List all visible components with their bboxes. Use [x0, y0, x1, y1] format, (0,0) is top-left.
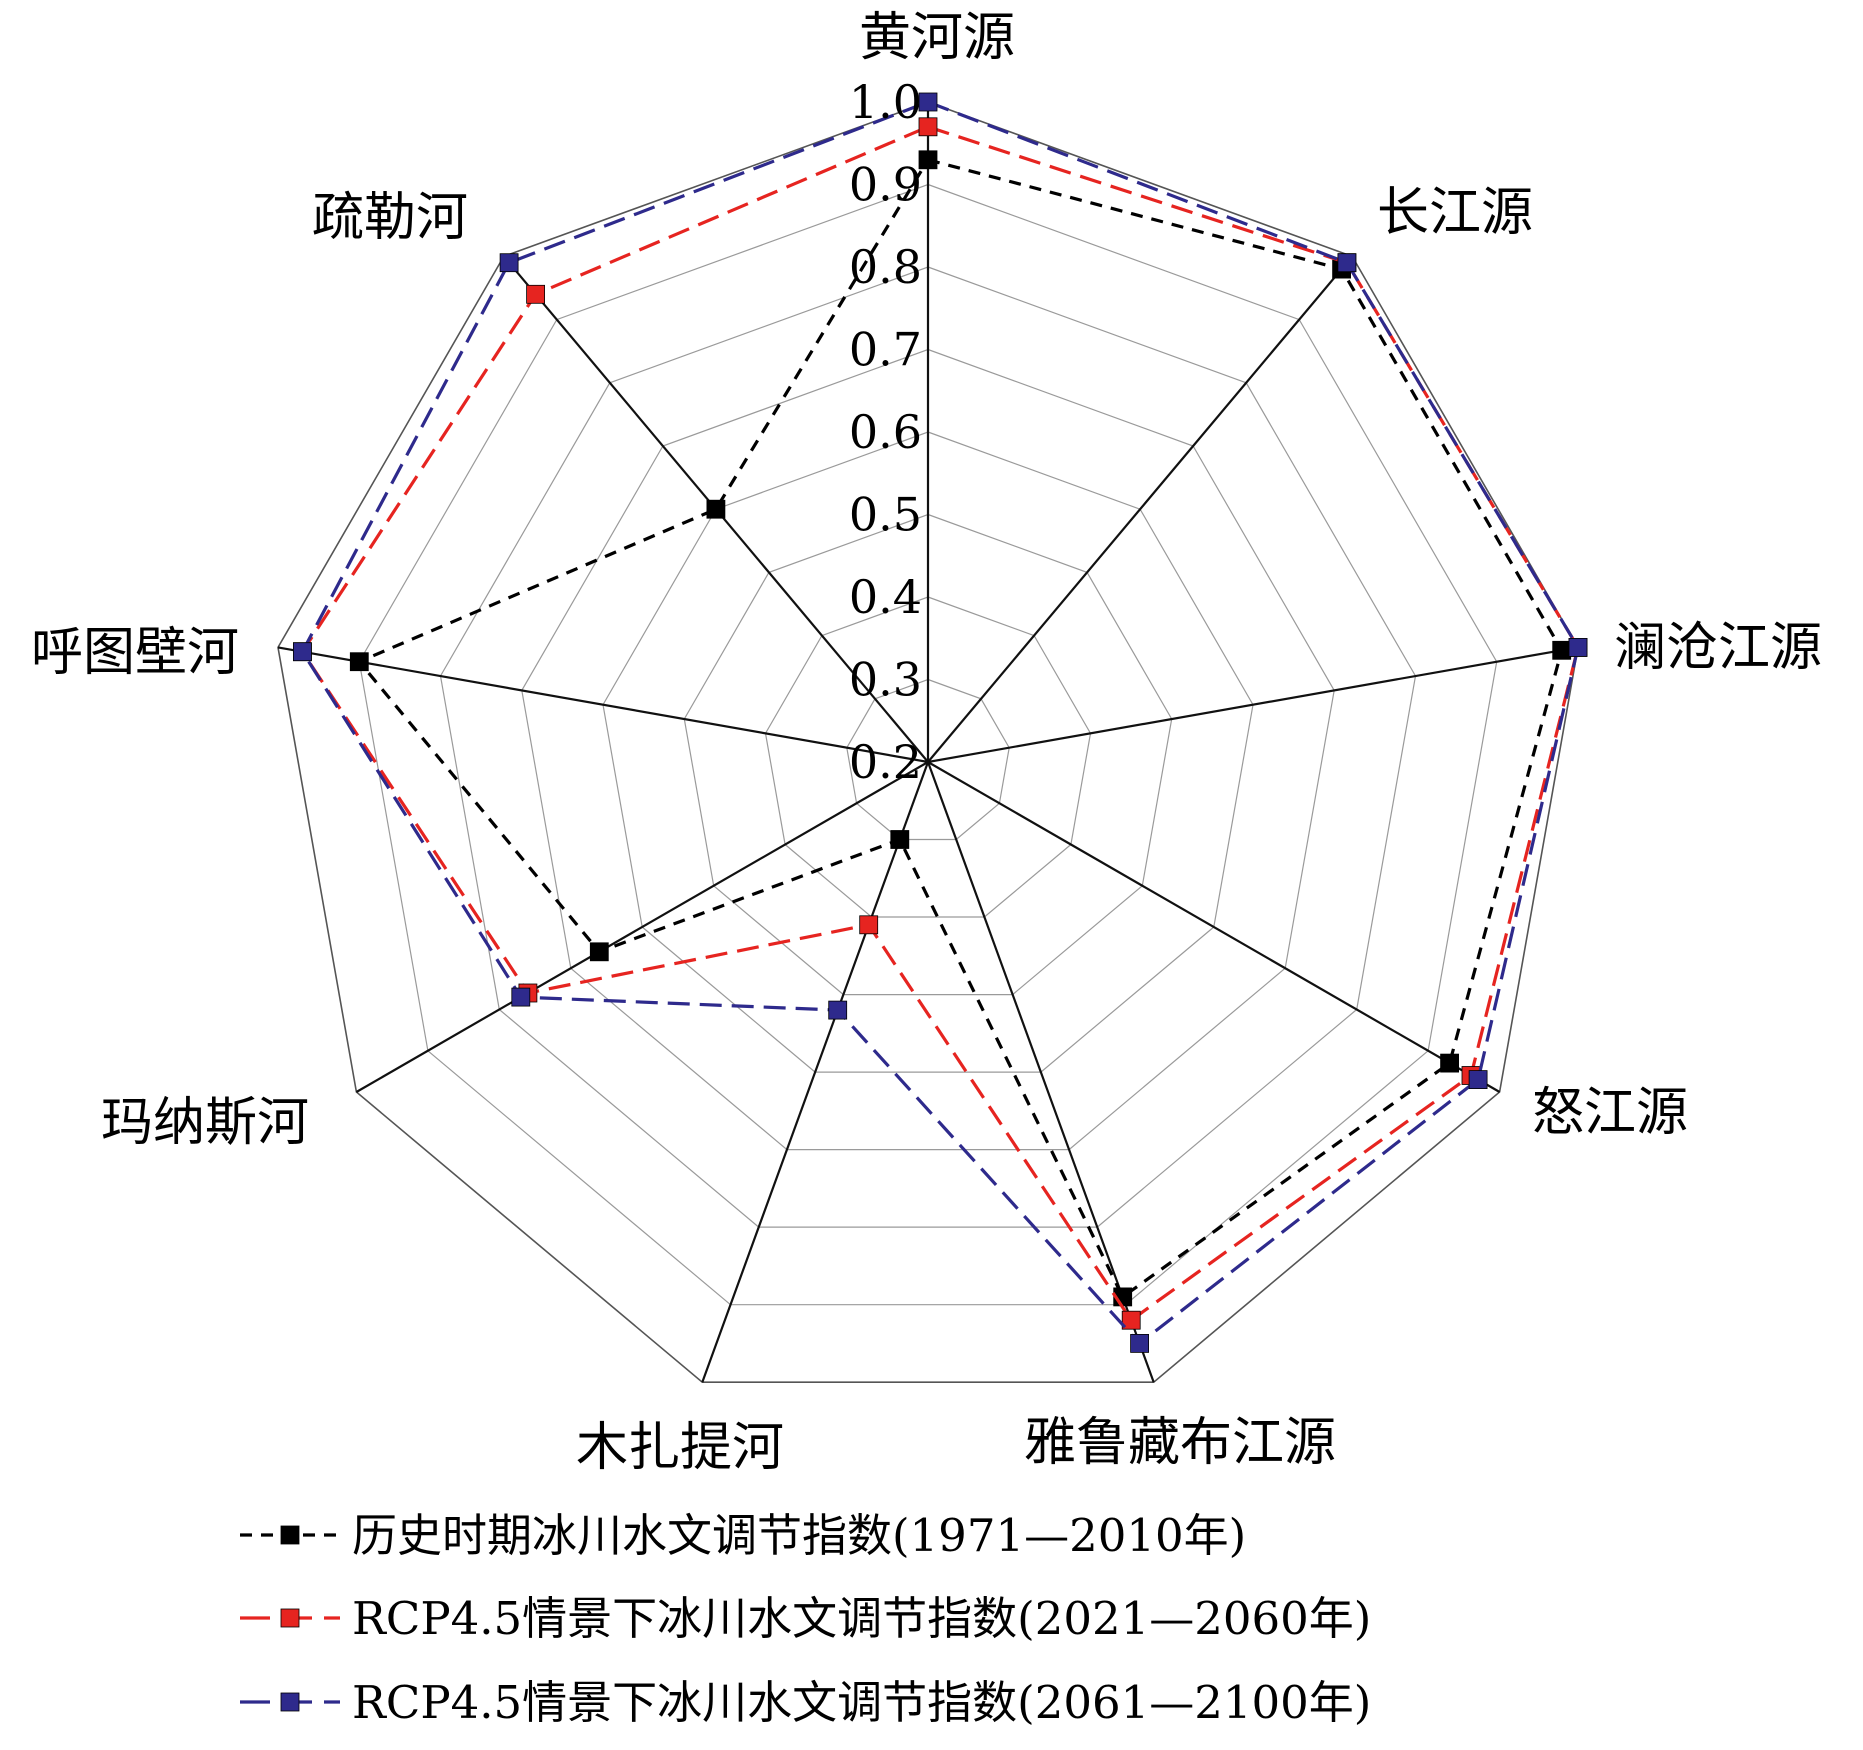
- series-0-point-5: [890, 830, 910, 849]
- tick-label-4: 0.6: [849, 405, 922, 459]
- grid-ring-8: [277, 101, 1579, 1383]
- series-2-point-4: [1130, 1334, 1149, 1353]
- tick-label-5: 0.5: [849, 488, 922, 542]
- legend-item-1: RCP4.5情景下冰川水文调节指数(2021—2060年): [240, 1592, 1371, 1645]
- series-2: [292, 92, 1588, 1353]
- category-label-4: 雅鲁藏布江源: [1024, 1413, 1336, 1473]
- tick-label-7: 0.3: [849, 653, 922, 707]
- series-0: [349, 150, 1572, 1307]
- series-2-point-7: [292, 642, 312, 662]
- series-2-point-5: [828, 1000, 848, 1020]
- spoke-6: [355, 761, 929, 1093]
- legend-item-0: 历史时期冰川水文调节指数(1971—2010年): [240, 1509, 1246, 1562]
- series-0-point-2: [1552, 640, 1572, 660]
- grid-ring-4: [602, 431, 1254, 1073]
- legend-marker-1: [280, 1608, 300, 1628]
- tick-label-6: 0.4: [849, 570, 922, 624]
- spoke-5: [701, 761, 930, 1383]
- category-label-6: 玛纳斯河: [101, 1093, 309, 1153]
- legend-label-1: RCP4.5情景下冰川水文调节指数(2021—2060年): [352, 1592, 1371, 1645]
- series-1-point-5: [859, 915, 879, 935]
- grid-ring-6: [439, 266, 1417, 1228]
- tick-label-0: 1.0: [849, 75, 922, 129]
- radial-tick-labels: 1.0 0.9 0.8 0.7 0.6 0.5 0.4 0.3 0.2: [849, 75, 922, 789]
- grid-ring-2: [764, 596, 1092, 918]
- series-line-0: [356, 157, 1564, 1300]
- radar-grid: [277, 101, 1579, 1383]
- series-2-point-6: [511, 987, 531, 1007]
- category-label-8: 疏勒河: [312, 188, 468, 248]
- series-0-point-6: [589, 942, 609, 962]
- legend-marker-2: [280, 1692, 300, 1712]
- tick-label-1: 0.9: [849, 158, 922, 212]
- category-label-0: 黄河源: [859, 8, 1015, 68]
- category-label-1: 长江源: [1377, 183, 1533, 243]
- legend: 历史时期冰川水文调节指数(1971—2010年) RCP4.5情景下冰川水文调节指…: [240, 1509, 1371, 1729]
- spoke-4: [926, 761, 1155, 1383]
- category-label-2: 澜沧江源: [1614, 618, 1822, 678]
- tick-label-2: 0.8: [849, 240, 922, 294]
- series-2-point-1: [1337, 253, 1357, 273]
- tick-label-3: 0.7: [849, 323, 922, 377]
- series-0-point-8: [706, 499, 726, 519]
- grid-ring-7: [358, 183, 1498, 1306]
- legend-label-0: 历史时期冰川水文调节指数(1971—2010年): [352, 1509, 1246, 1562]
- series-0-point-3: [1440, 1053, 1459, 1073]
- category-label-5: 木扎提河: [576, 1418, 784, 1478]
- category-label-7: 呼图壁河: [31, 623, 239, 683]
- grid-ring-1: [846, 678, 1010, 841]
- series-1-point-8: [526, 284, 545, 304]
- series-2-point-2: [1568, 638, 1588, 657]
- category-label-3: 怒江源: [1532, 1083, 1688, 1143]
- spoke-7: [277, 646, 929, 764]
- spoke-3: [927, 761, 1501, 1093]
- series-0-point-7: [349, 652, 369, 672]
- series-lines: [292, 92, 1588, 1353]
- tick-label-8: 0.2: [849, 735, 922, 789]
- grid-ring-5: [521, 348, 1335, 1151]
- legend-marker-0: [280, 1525, 300, 1545]
- legend-item-2: RCP4.5情景下冰川水文调节指数(2061—2100年): [240, 1676, 1371, 1729]
- series-2-point-8: [499, 253, 519, 273]
- spoke-2: [927, 646, 1579, 764]
- series-line-1: [300, 125, 1580, 1323]
- series-2-point-0: [918, 92, 938, 112]
- series-1-point-4: [1121, 1310, 1141, 1330]
- grid-ring-3: [683, 513, 1173, 996]
- series-line-2: [300, 100, 1580, 1346]
- spoke-1: [927, 255, 1354, 763]
- legend-label-2: RCP4.5情景下冰川水文调节指数(2061—2100年): [352, 1676, 1371, 1729]
- series-1-point-0: [918, 117, 938, 137]
- series-2-point-3: [1468, 1070, 1488, 1089]
- series-0-point-0: [918, 150, 938, 170]
